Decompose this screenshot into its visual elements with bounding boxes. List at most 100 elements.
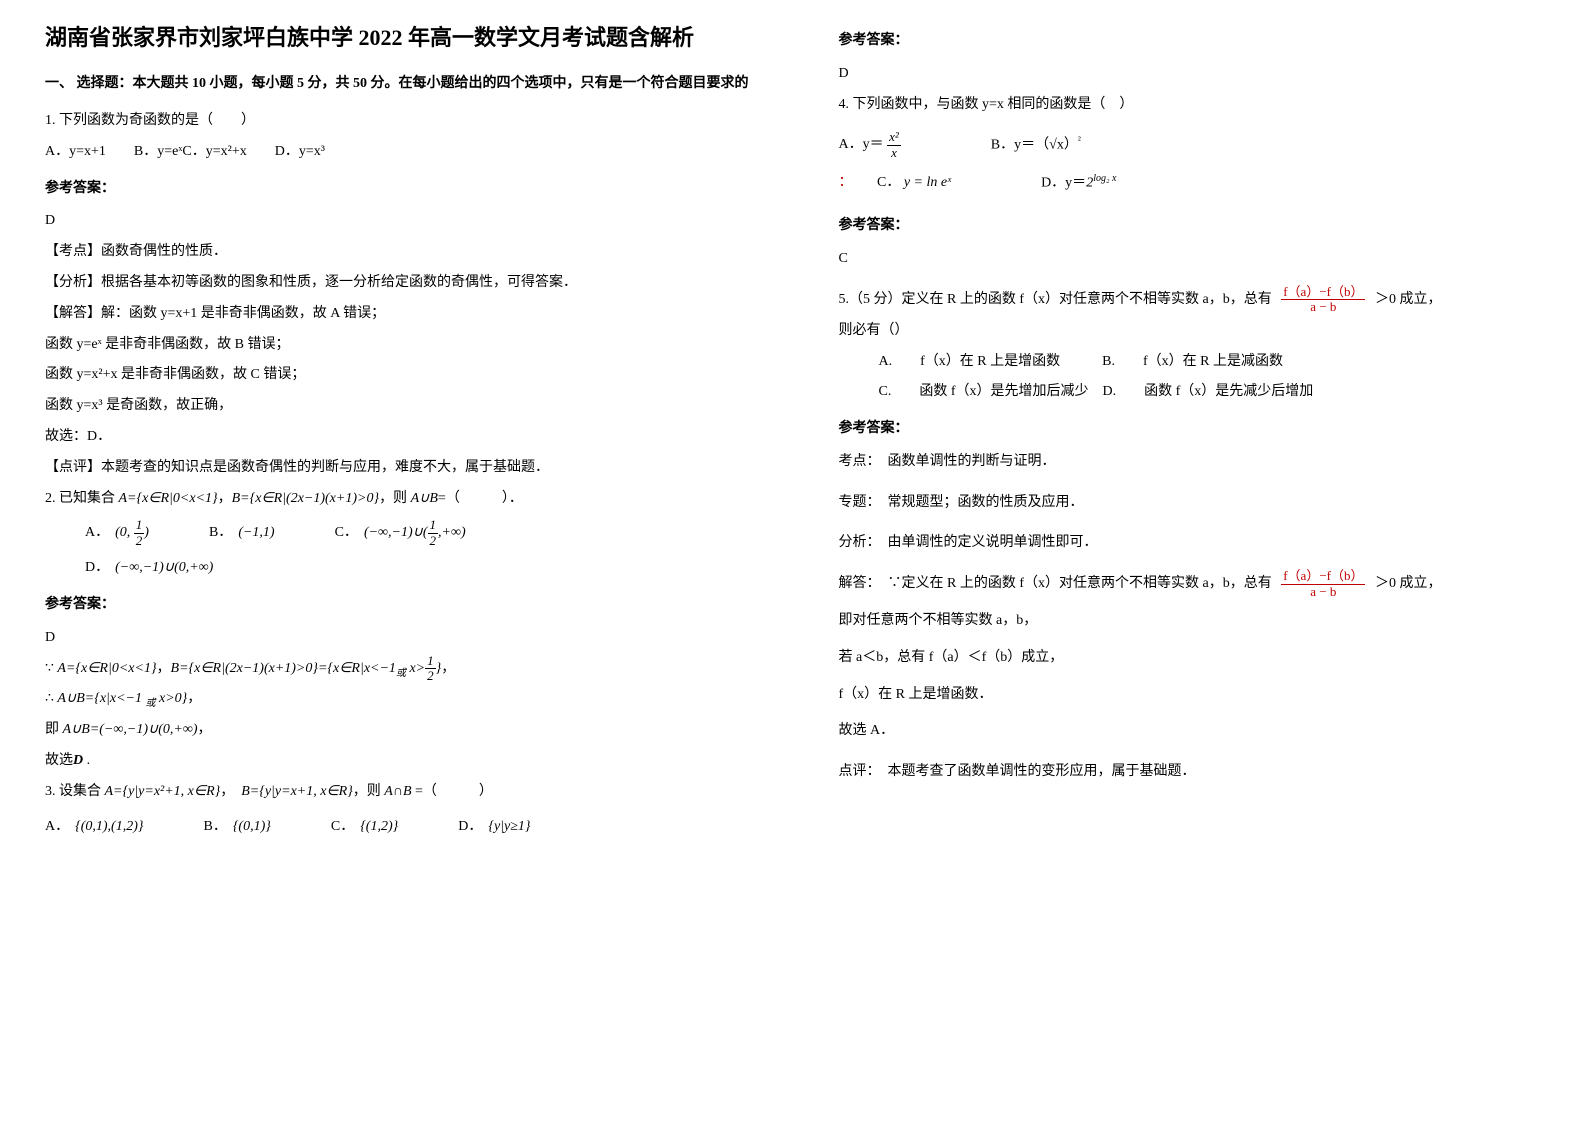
q2-optC: C． (−∞,−1)∪(12,+∞): [335, 518, 466, 549]
q5-frac2-den: a − b: [1308, 585, 1338, 599]
q5-jd1: 解答： ∵定义在 R 上的函数 f（x）对任意两个不相等实数 a，b，总有 f（…: [839, 569, 1543, 600]
q5-ans-label: 参考答案：: [839, 414, 1543, 445]
q4-row1: A．y＝ x²x B．y＝（√x）²: [839, 130, 1543, 161]
q2-optA-val: (0, 12): [115, 518, 149, 549]
q1-options: A．y=x+1 B．y=eˣC．y=x²+x D．y=x³: [45, 137, 749, 168]
q3-stem-pre: 3. 设集合: [45, 784, 105, 799]
q2-sol1-post: ，: [441, 661, 455, 676]
q1-jieda1: 函数 y=eˣ 是非奇非偶函数，故 B 错误；: [45, 330, 749, 361]
q4-oA-frac: x²x: [887, 130, 901, 160]
q5-fx: 分析： 由单调性的定义说明单调性即可．: [839, 528, 1543, 559]
q2-sol2-pre: ∴: [45, 691, 57, 706]
q1-ans-label: 参考答案：: [45, 174, 749, 205]
q5-jd2: 即对任意两个不相等实数 a，b，: [839, 606, 1543, 637]
q2-stem-pre: 2. 已知集合: [45, 491, 119, 506]
q2-sol3-val: A∪B=(−∞,−1)∪(0,+∞): [63, 722, 198, 737]
q4-oB: B．y＝（√x）: [991, 138, 1078, 153]
exam-title: 湖南省张家界市刘家坪白族中学 2022 年高一数学文月考试题含解析: [45, 20, 749, 55]
section1-head: 一、 选择题：本大题共 10 小题，每小题 5 分，共 50 分。在每小题给出的…: [45, 69, 749, 100]
q2-sol1-pre: ∵: [45, 661, 57, 676]
q4-oD-sup: log₂ x: [1093, 173, 1116, 184]
q5-jd4: f（x）在 R 上是增函数．: [839, 680, 1543, 711]
q5-zt: 专题： 常规题型；函数的性质及应用．: [839, 488, 1543, 519]
q1-jieda2: 函数 y=x²+x 是非奇非偶函数，故 C 错误；: [45, 360, 749, 391]
q2-ans: D: [45, 623, 749, 654]
left-column: 湖南省张家界市刘家坪白族中学 2022 年高一数学文月考试题含解析 一、 选择题…: [0, 20, 794, 1102]
q3-optC: C．{(1,2)}: [331, 812, 398, 843]
q5-frac1-num: f（a）−f（b）: [1281, 285, 1365, 300]
q5-optAB: A. f（x）在 R 上是增函数 B. f（x）在 R 上是减函数: [879, 347, 1543, 378]
q4-optD: D．y＝2log₂ x: [1041, 168, 1116, 199]
q1-fenxi: 【分析】根据各基本初等函数的图象和性质，逐一分析给定函数的奇偶性，可得答案．: [45, 268, 749, 299]
q2-setA: A={x∈R|0<x<1}: [119, 491, 218, 506]
q1-kaodian: 【考点】函数奇偶性的性质．: [45, 237, 749, 268]
q2-sol2-val: A∪B={x|x<−1 或 x>0}: [57, 691, 187, 706]
colon-icon: ：: [839, 175, 846, 190]
q2-sol1-mid: ，: [157, 661, 171, 676]
q5-stem2: 则必有（）: [839, 316, 1543, 347]
q4-oD-pre: D．y＝: [1041, 176, 1086, 191]
q5-jd3: 若 a＜b，总有 f（a）＜f（b）成立，: [839, 643, 1543, 674]
q2-ans-label: 参考答案：: [45, 590, 749, 621]
q3-comma: ，: [220, 784, 241, 799]
q3-optD: D．{y|y≥1}: [458, 812, 530, 843]
q2-optC-pre: C．: [335, 518, 358, 549]
q3-stem-post: ，则 A∩B =（ ）: [353, 784, 493, 799]
q1-jieda4: 故选：D．: [45, 422, 749, 453]
q2-sol1b: B={x∈R|(2x−1)(x+1)>0}={x∈R|x<−1或 x>12}: [171, 661, 442, 676]
q2-optB: B． (−1,1): [209, 518, 275, 549]
q2-setB: B={x∈R|(2x−1)(x+1)>0}: [232, 491, 379, 506]
q3-optA: A．{(0,1),(1,2)}: [45, 812, 143, 843]
q2-optA: A． (0, 12): [85, 518, 149, 549]
q2-optB-val: (−1,1): [238, 518, 274, 549]
q4-optB: B．y＝（√x）²: [991, 130, 1081, 161]
q3-setA: A={y|y=x²+1, x∈R}: [105, 784, 221, 799]
q5-frac1: f（a）−f（b） a − b: [1281, 285, 1365, 315]
q2-sol1a: A={x∈R|0<x<1}: [57, 661, 156, 676]
q3-oD-pre: D．: [458, 812, 482, 843]
q2-optD: D． (−∞,−1)∪(0,+∞): [85, 553, 213, 584]
q1-ans: D: [45, 206, 749, 237]
q5-dp: 点评： 本题考查了函数单调性的变形应用，属于基础题．: [839, 757, 1543, 788]
q3-opts: A．{(0,1),(1,2)} B．{(0,1)} C．{(1,2)} D．{y…: [45, 812, 749, 843]
q3-oC-pre: C．: [331, 812, 354, 843]
q5-jd-pre: 解答： ∵定义在 R 上的函数 f（x）对任意两个不相等实数 a，b，总有: [839, 576, 1272, 591]
q4-row2: ： C． y = ln eˣ D．y＝2log₂ x: [839, 168, 1543, 199]
q3-ans: D: [839, 59, 1543, 90]
q5-frac2: f（a）−f（b） a − b: [1281, 569, 1365, 599]
q3-optB: B．{(0,1)}: [203, 812, 270, 843]
q2-sol3: 即 A∪B=(−∞,−1)∪(0,+∞)，: [45, 715, 749, 746]
q3-setB: B={y|y=x+1, x∈R}: [241, 784, 353, 799]
q3-oD: {y|y≥1}: [488, 812, 530, 843]
q3-oA-pre: A．: [45, 812, 69, 843]
q2-sol4: 故选D .: [45, 746, 749, 777]
q2-comma1: ，: [218, 491, 232, 506]
q4-oA-num: x²: [887, 130, 901, 145]
q2-optB-pre: B．: [209, 518, 232, 549]
q2-sol2-post: ，: [187, 691, 201, 706]
q3-stem: 3. 设集合 A={y|y=x²+1, x∈R}， B={y|y=x+1, x∈…: [45, 777, 749, 808]
q3-oB: {(0,1)}: [233, 812, 271, 843]
right-column: 参考答案： D 4. 下列函数中，与函数 y=x 相同的函数是（ ） A．y＝ …: [794, 20, 1587, 1102]
q2-sol1: ∵ A={x∈R|0<x<1}，B={x∈R|(2x−1)(x+1)>0}={x…: [45, 654, 749, 685]
q5-stem-pre: 5.（5 分）定义在 R 上的函数 f（x）对任意两个不相等实数 a，b，总有: [839, 292, 1272, 307]
q4-oC: y = ln eˣ: [904, 175, 951, 190]
q5-stem-post: ＞0 成立，: [1375, 292, 1442, 307]
q3-oA: {(0,1),(1,2)}: [75, 812, 143, 843]
q5-frac1-den: a − b: [1308, 300, 1338, 314]
q4-ans-label: 参考答案：: [839, 211, 1543, 242]
q5-kd: 考点： 函数单调性的判断与证明．: [839, 447, 1543, 478]
q5-jd-post: ＞0 成立，: [1375, 576, 1442, 591]
q5-frac2-num: f（a）−f（b）: [1281, 569, 1365, 584]
q4-oA-pre: A．y＝: [839, 137, 884, 152]
q2-stem: 2. 已知集合 A={x∈R|0<x<1}，B={x∈R|(2x−1)(x+1)…: [45, 484, 749, 515]
q1-dianping: 【点评】本题考查的知识点是函数奇偶性的判断与应用，难度不大，属于基础题．: [45, 453, 749, 484]
q4-optA: A．y＝ x²x: [839, 130, 901, 161]
q4-oC-pre: C．: [877, 175, 900, 190]
q5-optCD: C. 函数 f（x）是先增加后减少 D. 函数 f（x）是先减少后增加: [879, 377, 1543, 408]
q4-ans: C: [839, 244, 1543, 275]
q2-optA-pre: A．: [85, 518, 109, 549]
q2-optD-val: (−∞,−1)∪(0,+∞): [115, 553, 213, 584]
q3-oB-pre: B．: [203, 812, 226, 843]
q4-oA-den: x: [889, 146, 899, 160]
